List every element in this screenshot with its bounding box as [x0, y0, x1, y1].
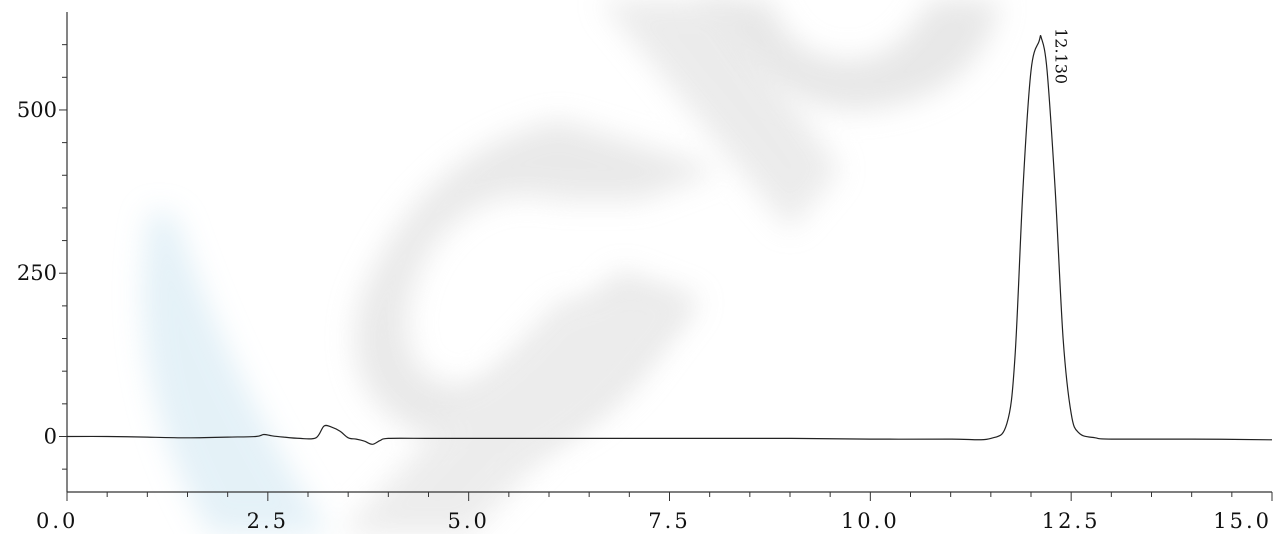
peak-label: 12.130	[1051, 28, 1070, 84]
x-tick-label: 7.5	[648, 509, 690, 533]
x-tick-label: 0.0	[36, 509, 78, 533]
watermark-lower-stroke	[340, 300, 690, 534]
x-tick-label: 5.0	[447, 509, 489, 533]
watermark-ring	[354, 120, 720, 454]
x-tick-label: 12.5	[1042, 509, 1101, 533]
x-tick-labels: 0.0 2.5 5.0 7.5 10.0 12.5 15.0	[36, 509, 1272, 533]
x-tick-marks	[66, 492, 1273, 501]
x-tick-label: 2.5	[247, 509, 289, 533]
y-axis: 0 250 500	[17, 12, 68, 492]
y-tick-marks	[59, 44, 67, 470]
y-tick-label: 500	[17, 98, 57, 122]
y-tick-label: 0	[44, 424, 57, 448]
watermark-arc-top	[700, 0, 1000, 110]
watermark-diagonal	[600, 0, 840, 230]
y-tick-label: 250	[17, 261, 57, 285]
x-tick-label: 15.0	[1213, 509, 1272, 533]
chromatogram-line	[66, 34, 1273, 445]
watermark-blue-stroke	[142, 210, 330, 534]
x-tick-label: 10.0	[841, 509, 900, 533]
x-axis: 0.0 2.5 5.0 7.5 10.0 12.5 15.0	[36, 491, 1273, 533]
y-tick-labels: 0 250 500	[17, 98, 57, 449]
watermark	[142, 0, 1000, 534]
